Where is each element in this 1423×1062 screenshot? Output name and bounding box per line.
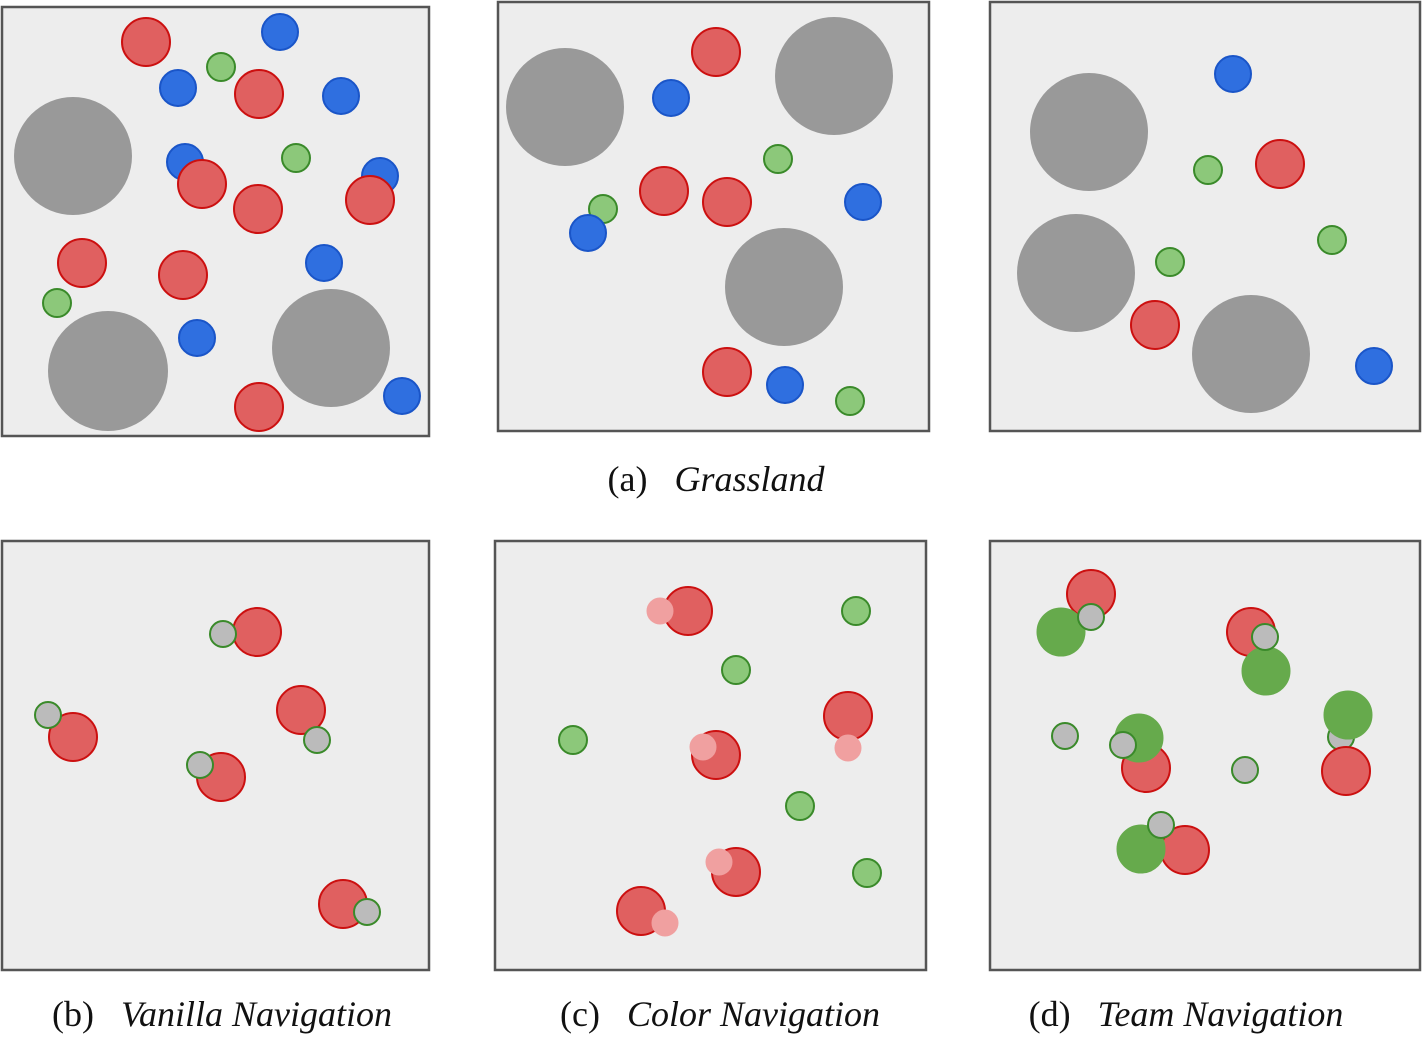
red-agent <box>57 238 107 288</box>
gray-landmark <box>1051 722 1079 750</box>
green-landmark <box>1155 247 1185 277</box>
green-agent <box>1116 824 1166 874</box>
blue-agent <box>652 79 690 117</box>
gray-landmark <box>1109 731 1137 759</box>
caption-b-name: Vanilla Navigation <box>121 994 392 1034</box>
green-agent <box>1036 607 1086 657</box>
red-agent <box>276 685 326 735</box>
red-agent <box>233 184 283 234</box>
panel-b-entities <box>34 607 381 929</box>
gray-landmark <box>303 726 331 754</box>
green-landmark <box>841 596 871 626</box>
red-agent <box>234 382 284 432</box>
red-agent <box>158 250 208 300</box>
green-agent <box>1323 690 1373 740</box>
green-landmark <box>852 858 882 888</box>
red-agent <box>1255 139 1305 189</box>
green-landmark <box>835 386 865 416</box>
light-red-landmark <box>834 734 862 762</box>
gray-landmark <box>1147 811 1175 839</box>
obstacle-circle <box>14 97 132 215</box>
blue-agent <box>1214 55 1252 93</box>
gray-landmark <box>1251 623 1279 651</box>
gray-landmark <box>1231 756 1259 784</box>
red-agent <box>639 166 689 216</box>
green-landmark <box>558 725 588 755</box>
green-landmark <box>785 791 815 821</box>
obstacle-circle <box>272 289 390 407</box>
light-red-landmark <box>705 848 733 876</box>
obstacle-circle <box>48 311 168 431</box>
obstacle-circle <box>725 228 843 346</box>
red-agent <box>121 17 171 67</box>
light-red-landmark <box>651 909 679 937</box>
green-landmark <box>42 288 72 318</box>
caption-a: (a) Grassland <box>608 459 826 499</box>
green-landmark <box>281 143 311 173</box>
green-landmark <box>206 52 236 82</box>
caption-c-name: Color Navigation <box>627 994 880 1034</box>
blue-agent <box>322 77 360 115</box>
green-landmark <box>1317 225 1347 255</box>
caption-a-label: (a) <box>608 459 648 499</box>
red-agent <box>823 691 873 741</box>
caption-d: (d) Team Navigation <box>1029 994 1344 1034</box>
blue-agent <box>159 69 197 107</box>
obstacle-circle <box>506 48 624 166</box>
blue-agent <box>305 244 343 282</box>
green-landmark <box>721 655 751 685</box>
caption-c-label: (c) <box>560 994 600 1034</box>
gray-landmark <box>209 620 237 648</box>
light-red-landmark <box>646 597 674 625</box>
blue-agent <box>569 214 607 252</box>
caption-a-name: Grassland <box>674 459 825 499</box>
caption-d-name: Team Navigation <box>1098 994 1344 1034</box>
green-landmark <box>763 144 793 174</box>
obstacle-circle <box>1030 73 1148 191</box>
panel-a3-entities <box>1017 55 1393 413</box>
blue-agent <box>844 183 882 221</box>
caption-b-label: (b) <box>52 994 94 1034</box>
panel-c-entities <box>558 586 882 937</box>
red-agent <box>702 177 752 227</box>
green-agent <box>1241 646 1291 696</box>
panel-a1-entities <box>14 13 421 432</box>
green-landmark <box>1193 155 1223 185</box>
red-agent <box>234 69 284 119</box>
red-agent <box>691 27 741 77</box>
red-agent <box>1130 300 1180 350</box>
red-agent <box>177 159 227 209</box>
caption-b: (b) Vanilla Navigation <box>52 994 392 1034</box>
blue-agent <box>261 13 299 51</box>
red-agent <box>702 347 752 397</box>
gray-landmark <box>34 701 62 729</box>
panel-a2-entities <box>506 17 893 416</box>
red-agent <box>1321 746 1371 796</box>
red-agent <box>345 175 395 225</box>
caption-d-label: (d) <box>1029 994 1071 1034</box>
gray-landmark <box>1077 603 1105 631</box>
obstacle-circle <box>1192 295 1310 413</box>
caption-c: (c) Color Navigation <box>560 994 880 1034</box>
blue-agent <box>766 366 804 404</box>
blue-agent <box>178 319 216 357</box>
obstacle-circle <box>1017 214 1135 332</box>
blue-agent <box>383 377 421 415</box>
gray-landmark <box>186 751 214 779</box>
light-red-landmark <box>689 733 717 761</box>
red-agent <box>48 712 98 762</box>
red-agent <box>232 607 282 657</box>
obstacle-circle <box>775 17 893 135</box>
blue-agent <box>1355 347 1393 385</box>
gray-landmark <box>353 898 381 926</box>
panel-d-entities <box>1036 569 1373 875</box>
